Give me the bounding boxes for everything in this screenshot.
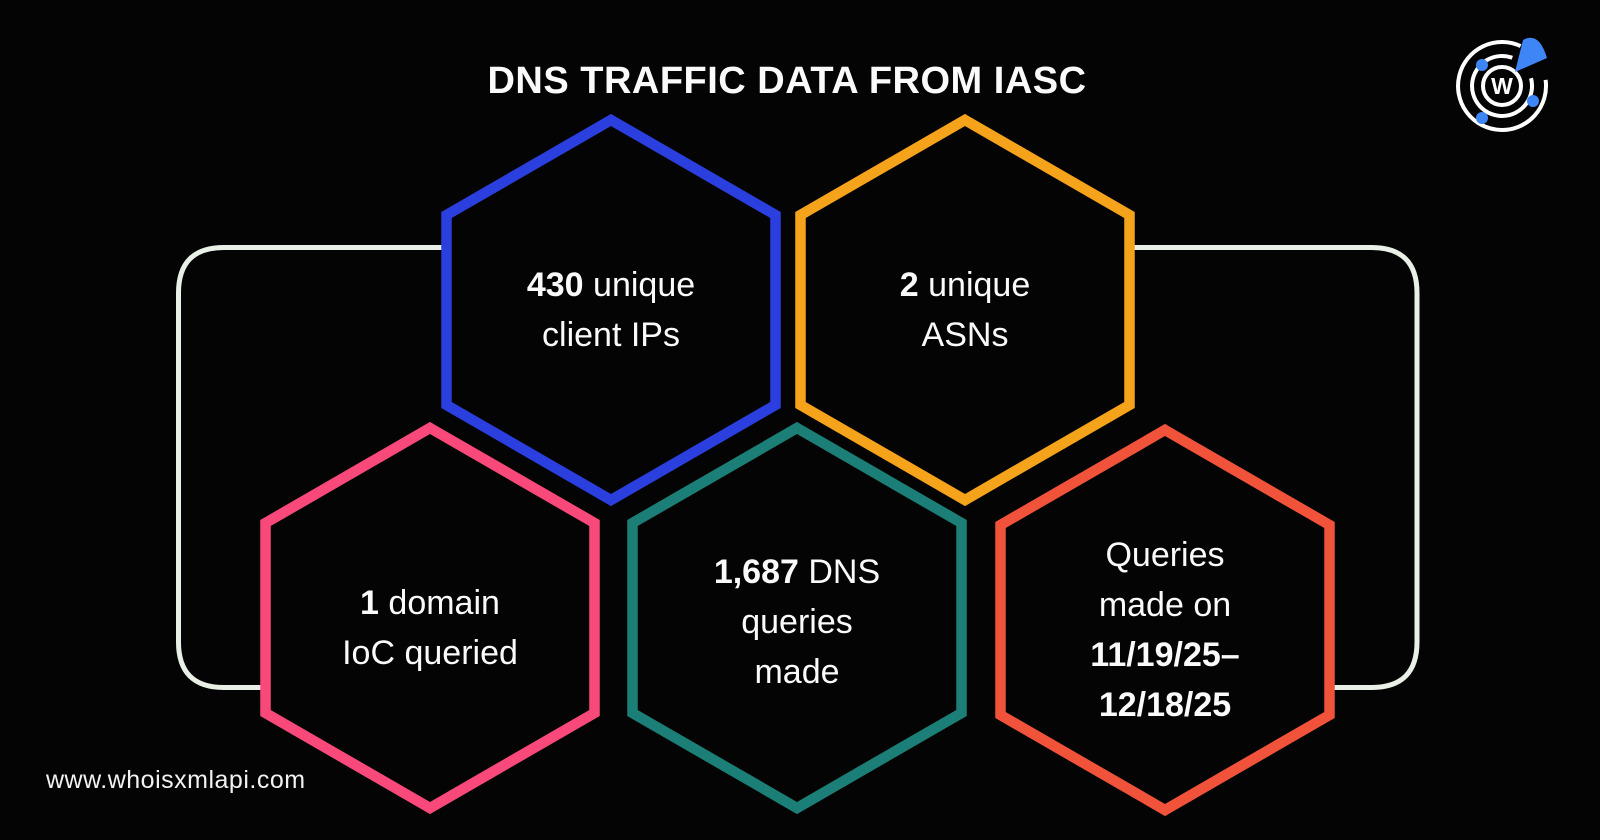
stat-value: 430 [526,266,584,304]
frame-right-bracket [1120,245,1420,690]
hex-label-line: 1 domain [260,578,600,628]
hexagon-query-dates [995,423,1335,817]
hex-label-query-dates: Queries made on 11/19/25– 12/18/25 [995,530,1335,730]
stat-text: made [754,653,840,691]
stat-text: Queries [1105,536,1225,574]
stat-text: made on [1098,586,1232,624]
hexagon-unique-asns [795,113,1135,507]
hex-label-unique-client-ips: 430 unique client IPs [441,260,781,360]
frame-left-bracket [176,245,458,690]
hex-label-domain-ioc-queried: 1 domain IoC queried [260,578,600,678]
hex-label-line: queries [627,597,967,647]
hex-label-unique-asns: 2 unique ASNs [795,260,1135,360]
stat-value: 1,687 [713,553,799,591]
stat-value: 1 [360,584,379,622]
stat-text: unique [918,266,1031,304]
footer-url: www.whoisxmlapi.com [46,766,306,794]
stat-value: 2 [899,266,919,304]
stat-text: unique [583,266,696,304]
whoisxmlapi-logo: W [1446,30,1558,142]
logo-dot [1527,95,1539,107]
hex-label-line: IoC queried [260,628,600,678]
hex-label-line: made on [995,580,1335,630]
hex-label-line: 2 unique [795,260,1135,310]
logo-dot [1476,59,1488,71]
page-title: DNS TRAFFIC DATA FROM IASC [487,60,1087,102]
stat-text: ASNs [921,316,1009,354]
logo-icon: W [1456,37,1549,132]
hex-label-line: client IPs [441,310,781,360]
hex-label-line: 1,687 DNS [627,547,967,597]
hex-label-line: Queries [995,530,1335,580]
hex-label-line: 430 unique [441,260,781,310]
stat-value: 11/19/25– [1090,636,1240,674]
logo-beam-icon [1515,37,1547,72]
hex-label-line: ASNs [795,310,1135,360]
hexagon-domain-ioc-queried [260,421,600,815]
stat-text: queries [741,603,853,641]
hex-label-dns-queries-made: 1,687 DNS queries made [627,547,967,697]
logo-inner-circle [1481,65,1523,107]
hex-label-line: 12/18/25 [995,680,1335,730]
hexagon-dns-queries-made [627,421,967,815]
logo-letter: W [1491,73,1513,99]
stat-text: IoC queried [342,634,518,672]
stat-text: client IPs [542,316,680,354]
stat-text: domain [378,584,500,622]
stat-text: DNS [798,553,881,591]
logo-outer-ring [1456,40,1549,132]
hex-label-line: 11/19/25– [995,630,1335,680]
hex-label-line: made [627,647,967,697]
stat-value: 12/18/25 [1098,686,1232,724]
hexagon-unique-client-ips [441,113,781,507]
logo-dot [1476,112,1488,124]
